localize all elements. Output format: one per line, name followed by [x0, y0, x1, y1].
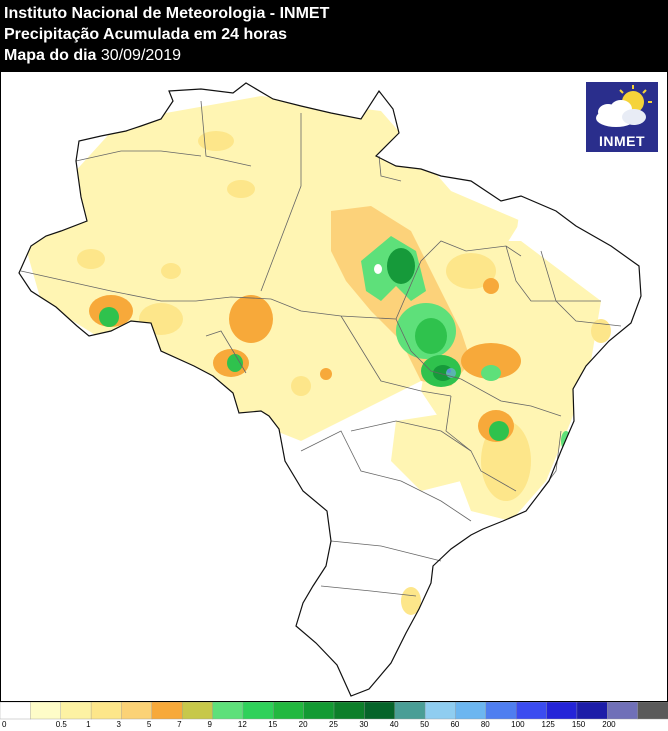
legend-swatch — [60, 702, 92, 720]
legend-swatch — [515, 702, 548, 720]
legend-tick-label: 7 — [177, 720, 182, 729]
rain-area-yellow-5 — [161, 263, 181, 279]
legend-swatch — [303, 702, 335, 720]
dry-spot — [374, 264, 382, 274]
rain-area-green-6 — [489, 421, 509, 441]
map-header: Instituto Nacional de Meteorologia - INM… — [0, 0, 668, 71]
legend-swatch — [333, 702, 366, 720]
legend-tick-label: 50 — [420, 720, 429, 729]
rain-area-green-dark-1 — [387, 248, 415, 284]
rain-area-green-8 — [227, 354, 243, 372]
legend-swatch — [576, 702, 608, 720]
legend-tick-label: 20 — [298, 720, 308, 729]
rain-area-yellow-8 — [591, 319, 611, 343]
country-border — [18, 82, 642, 697]
cloud-sun-icon — [596, 85, 652, 127]
rain-area-orange-4 — [461, 343, 521, 379]
legend-swatch — [121, 702, 153, 720]
inmet-logo: INMET — [586, 82, 658, 152]
rain-area-light-center — [391, 411, 481, 491]
legend-tick-label: 9 — [207, 720, 212, 729]
legend-swatch — [181, 702, 214, 720]
legend-swatch — [30, 702, 62, 720]
legend-swatch — [394, 702, 426, 720]
rain-area-green-10 — [523, 511, 539, 521]
legend-swatch — [637, 702, 668, 720]
legend-swatch — [273, 702, 305, 720]
legend-tick-label: 100 — [511, 720, 525, 729]
rain-area-blue — [447, 369, 451, 373]
precipitation-map[interactable] — [0, 71, 668, 702]
legend-color-bar — [0, 702, 668, 720]
legend-swatch — [607, 702, 639, 720]
legend-tick-label: 15 — [268, 720, 278, 729]
brazil-map — [18, 82, 642, 697]
legend-tick-label: 0 — [2, 720, 7, 729]
legend-tick-label: 80 — [480, 720, 490, 729]
legend-tick-label: 40 — [389, 720, 399, 729]
legend-swatch — [90, 702, 123, 720]
rain-area-orange-6 — [483, 278, 499, 294]
map-date-label: Mapa do dia — [4, 47, 101, 64]
legend-swatch — [424, 702, 457, 720]
legend-swatch — [151, 702, 183, 720]
legend-swatch — [212, 702, 244, 720]
rain-area-yellow-6 — [446, 253, 496, 289]
rain-area-yellow-1 — [198, 131, 234, 151]
rain-area-yellow-9 — [401, 587, 421, 615]
rain-area-green-3 — [415, 318, 447, 354]
legend-swatch — [485, 702, 517, 720]
institute-title: Instituto Nacional de Meteorologia - INM… — [4, 5, 330, 22]
logo-text: INMET — [598, 133, 646, 149]
legend-swatch — [364, 702, 396, 720]
rain-area-orange-7 — [320, 368, 332, 380]
legend-tick-label: 25 — [329, 720, 338, 729]
legend-tick-label: 60 — [450, 720, 460, 729]
legend-swatch — [0, 702, 32, 720]
rain-area-green-5 — [481, 365, 501, 381]
legend-swatch — [546, 702, 578, 720]
legend-swatch — [455, 702, 487, 720]
map-date-line: Mapa do dia 30/09/2019 — [4, 47, 181, 65]
legend-tick-label: 30 — [359, 720, 369, 729]
legend-tick-label: 1 — [86, 720, 91, 729]
legend-tick-label: 200 — [602, 720, 616, 729]
legend-tick-label: 0.5 — [55, 720, 67, 729]
rain-area-orange-1 — [229, 295, 273, 343]
legend-tick-label: 150 — [571, 720, 586, 729]
map-date: 30/09/2019 — [100, 47, 181, 64]
rain-area-yellow-2 — [227, 180, 255, 198]
legend-tick-label: 3 — [116, 720, 121, 729]
rain-area-yellow-10 — [291, 376, 311, 396]
legend-tick-label: 5 — [146, 720, 152, 729]
rain-area-yellow-4 — [139, 303, 183, 335]
legend-swatch — [242, 702, 274, 720]
color-legend: 0 0.5 1 3 5 7 9 12 15 20 25 30 40 50 60 80 100 125 150 200 — [0, 702, 668, 731]
dry-area-northeast — [516, 201, 576, 251]
precipitation-areas — [21, 96, 611, 615]
legend-tick-label: 125 — [541, 720, 555, 729]
map-subtitle: Precipitação Acumulada em 24 horas — [4, 26, 288, 43]
rain-area-yellow-3 — [77, 249, 105, 269]
rain-area-green-7 — [99, 307, 119, 327]
legend-tick-label: 12 — [237, 720, 247, 729]
